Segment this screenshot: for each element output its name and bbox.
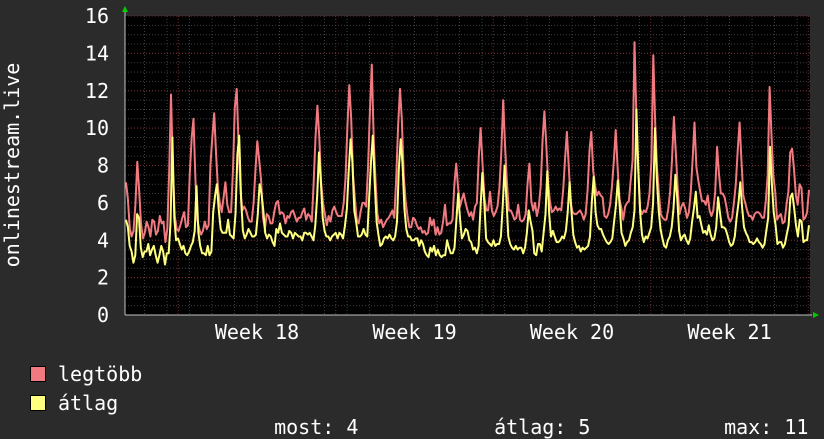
y-tick-label: 2	[97, 266, 109, 290]
series-layer	[125, 41, 810, 266]
legend-label-max: legtöbb	[58, 362, 143, 386]
stat-avg-value: 5	[578, 415, 591, 439]
y-tick-label: 10	[85, 116, 109, 140]
x-tick-labels: Week 18 Week 19 Week 20 Week 21	[215, 320, 772, 344]
y-tick-label: 8	[97, 154, 109, 178]
x-tick-label: Week 20	[530, 320, 614, 344]
legend-item-avg: átlag	[30, 391, 118, 415]
legend-swatch-avg	[30, 395, 46, 411]
legend-label-avg: átlag	[58, 391, 119, 415]
stat-max: max: 11	[700, 391, 808, 439]
stat-now-label: most:	[274, 415, 335, 439]
stat-max-value: 11	[784, 415, 809, 439]
y-axis-arrow-icon	[122, 6, 128, 12]
x-tick-label: Week 21	[687, 320, 771, 344]
y-tick-labels: 0 2 4 6 8 10 12 14 16	[85, 4, 109, 327]
stat-now: most: 4	[250, 391, 358, 439]
y-tick-label: 16	[85, 4, 109, 28]
y-tick-label: 12	[85, 79, 109, 103]
legend-swatch-max	[30, 366, 46, 382]
stat-avg-label: átlag:	[494, 415, 567, 439]
y-tick-label: 6	[97, 191, 109, 215]
axes	[122, 6, 819, 318]
series-line-avg	[125, 108, 810, 266]
y-tick-label: 0	[97, 303, 109, 327]
x-tick-label: Week 19	[372, 320, 456, 344]
stat-max-label: max:	[724, 415, 773, 439]
y-tick-label: 4	[97, 228, 109, 252]
x-axis-arrow-icon	[813, 312, 819, 318]
legend-item-max: legtöbb	[30, 362, 142, 386]
y-tick-label: 14	[85, 41, 109, 65]
y-axis-label: onlinestream.live	[0, 63, 24, 268]
x-tick-label: Week 18	[215, 320, 299, 344]
stat-avg: átlag: 5	[470, 391, 590, 439]
stat-now-value: 4	[346, 415, 359, 439]
